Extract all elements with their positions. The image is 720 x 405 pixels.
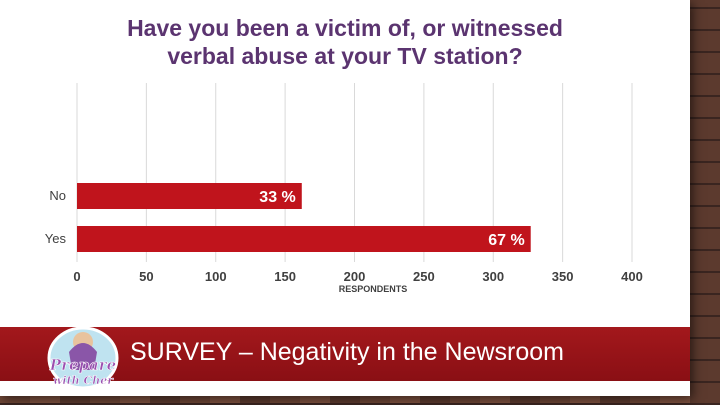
- chart-title: Have you been a victim of, or witnessed …: [60, 14, 630, 70]
- y-category-label: Yes: [45, 231, 67, 246]
- logo-text-1: Prepare: [49, 356, 116, 374]
- data-label: 67 %: [488, 232, 524, 249]
- title-line-2: verbal abuse at your TV station?: [167, 43, 523, 69]
- x-tick-label: 0: [73, 269, 80, 284]
- x-tick-label: 300: [482, 269, 504, 284]
- bar: [77, 226, 531, 252]
- x-tick-label: 350: [552, 269, 574, 284]
- slide: Have you been a victim of, or witnessed …: [0, 0, 690, 396]
- logo-text-2: with Cher: [53, 374, 114, 387]
- title-line-1: Have you been a victim of, or witnessed: [127, 15, 563, 41]
- x-tick-label: 400: [621, 269, 643, 284]
- x-tick-label: 100: [205, 269, 227, 284]
- x-axis-title: RESPONDENTS: [339, 284, 408, 294]
- bar-chart: 0 50 100 150 200 250 300 350 400 No 33 % Yes 67 % RES…: [45, 83, 643, 294]
- x-tick-label: 150: [274, 269, 296, 284]
- x-tick-label: 50: [139, 269, 153, 284]
- x-tick-label: 200: [344, 269, 366, 284]
- y-category-label: No: [49, 188, 66, 203]
- data-label: 33 %: [259, 189, 295, 206]
- banner-title: SURVEY – Negativity in the Newsroom: [130, 338, 564, 366]
- x-tick-label: 250: [413, 269, 435, 284]
- bar: [77, 183, 302, 209]
- prepare-with-cher-logo: Prepare with Cher: [47, 326, 119, 390]
